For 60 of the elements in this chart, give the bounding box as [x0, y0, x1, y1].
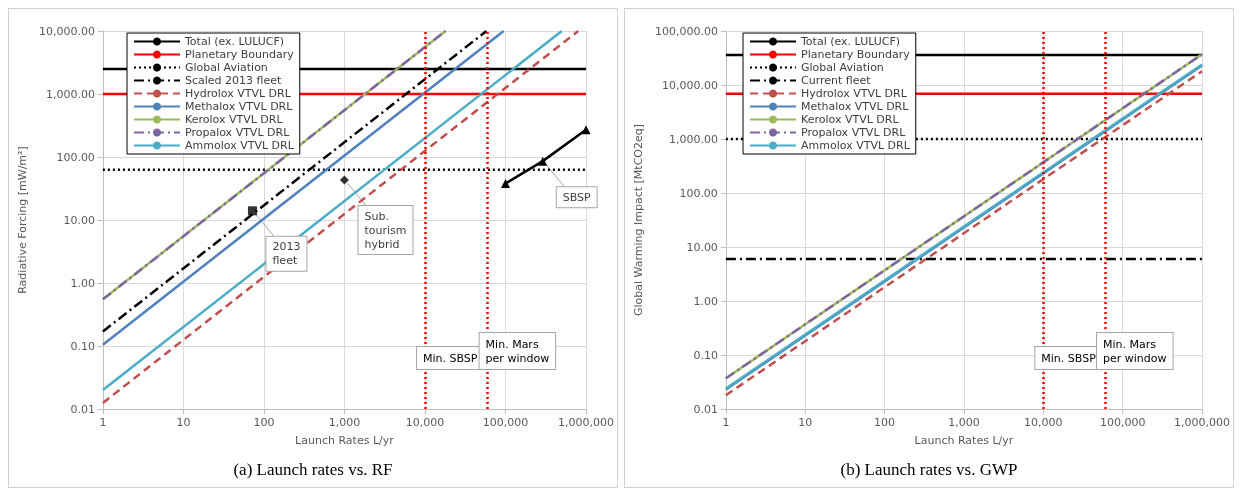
y-tick-label: 1.00 [70, 276, 95, 290]
legend-label: Planetary Boundary [801, 48, 911, 61]
legend-label: Global Aviation [185, 61, 268, 74]
ref-line-label: Min. SBSP [1041, 351, 1097, 365]
ref-line-label: Min. Mars per window [1103, 337, 1167, 365]
x-tick-label: 10,000 [405, 416, 445, 429]
y-tick-label: 100,000.00 [654, 24, 718, 38]
y-tick-label: 1.00 [693, 294, 718, 308]
y-tick-label: 10.00 [686, 240, 718, 254]
annotation: 2013 fleet [272, 240, 301, 268]
legend-label: Ammolox VTVL DRL [801, 139, 911, 152]
text: (b) Launch rates vs. GWP [840, 460, 1018, 479]
y-tick-label: 0.10 [693, 348, 718, 362]
ref-line-label: Min. SBSP [422, 351, 478, 365]
legend-label: Scaled 2013 fleet [185, 74, 283, 87]
legend-label: Ammolox VTVL DRL [185, 139, 295, 152]
x-tick-label: 1,000,000 [558, 416, 614, 429]
annotation: Sub. tourism hybrid [364, 209, 407, 251]
x-tick-label: 100 [253, 416, 275, 429]
y-tick-label: 1,000.00 [45, 87, 95, 101]
x-tick-label: 1,000 [948, 416, 980, 429]
y-tick-label: 0.01 [693, 402, 718, 416]
x-axis-title: Launch Rates L/yr [914, 434, 1014, 447]
x-tick-label: 10 [798, 416, 813, 429]
legend-label: Global Aviation [801, 61, 884, 74]
legend-label: Kerolox VTVL DRL [801, 113, 900, 126]
y-tick-label: 10.00 [63, 213, 95, 227]
y-axis-title: Global Warming Impact [MtCO2eq] [632, 123, 645, 317]
legend-label: Propalox VTVL DRL [801, 126, 907, 139]
x-tick-label: 10,000 [1024, 416, 1063, 429]
legend-label: Hydrolox VTVL DRL [185, 87, 292, 100]
legend-label: Hydrolox VTVL DRL [801, 87, 908, 100]
x-tick-label: 1 [722, 416, 730, 429]
legend-label: Methalox VTVL DRL [185, 100, 294, 113]
text: (a) Launch rates vs. RF [233, 460, 393, 479]
ref-line-label: Min. Mars per window [485, 337, 550, 365]
legend-label: Kerolox VTVL DRL [185, 113, 284, 126]
y-tick-label: 10,000.00 [38, 24, 95, 38]
y-tick-label: 100.00 [679, 186, 718, 200]
x-tick-label: 1 [99, 416, 107, 429]
x-tick-label: 100 [874, 416, 896, 429]
annotation: SBSP [562, 190, 592, 204]
legend-label: Planetary Boundary [185, 48, 295, 61]
y-axis-title: Radiative Forcing [mW/m²] [16, 146, 29, 294]
x-axis-title: Launch Rates L/yr [295, 434, 395, 447]
y-tick-label: 100.00 [56, 150, 95, 164]
x-tick-label: 100,000 [482, 416, 529, 429]
x-tick-label: 10 [176, 416, 191, 429]
x-tick-label: 100,000 [1099, 416, 1146, 429]
legend-label: Total (ex. LULUCF) [184, 35, 285, 48]
y-tick-label: 1,000.00 [668, 132, 718, 146]
legend-label: Propalox VTVL DRL [185, 126, 291, 139]
x-tick-label: 1,000 [328, 416, 361, 429]
legend-label: Current fleet [801, 74, 872, 87]
legend-label: Methalox VTVL DRL [801, 100, 910, 113]
y-tick-label: 0.01 [70, 402, 95, 416]
legend-label: Total (ex. LULUCF) [800, 35, 901, 48]
y-tick-label: 0.10 [70, 339, 95, 353]
y-tick-label: 10,000.00 [661, 78, 718, 92]
x-tick-label: 1,000,000 [1174, 416, 1230, 429]
